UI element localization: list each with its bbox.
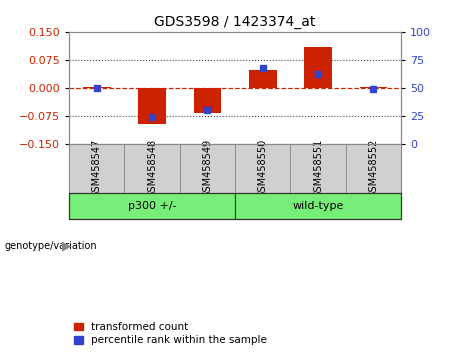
Bar (360, 87, 387, 88)
Text: GSM458548: GSM458548 (147, 138, 157, 198)
Text: GSM458549: GSM458549 (202, 138, 213, 198)
Bar (290, 143, 346, 193)
Bar (69, 143, 124, 193)
Bar (180, 143, 235, 193)
Bar (304, 47, 332, 88)
Bar (235, 193, 401, 219)
Text: p300 +/-: p300 +/- (128, 201, 177, 211)
Bar (124, 143, 180, 193)
Text: wild-type: wild-type (292, 201, 344, 211)
Text: ▶: ▶ (62, 240, 71, 252)
Text: GSM458550: GSM458550 (258, 138, 268, 198)
Text: GSM458552: GSM458552 (368, 138, 378, 198)
Bar (194, 88, 221, 113)
Bar (69, 193, 235, 219)
Title: GDS3598 / 1423374_at: GDS3598 / 1423374_at (154, 16, 316, 29)
Text: GSM458547: GSM458547 (92, 138, 102, 198)
Bar (346, 143, 401, 193)
Bar (138, 88, 166, 124)
Legend: transformed count, percentile rank within the sample: transformed count, percentile rank withi… (74, 322, 267, 345)
Text: genotype/variation: genotype/variation (5, 241, 97, 251)
Bar (249, 70, 277, 88)
Text: GSM458551: GSM458551 (313, 138, 323, 198)
Bar (83, 87, 111, 88)
Bar (235, 143, 290, 193)
